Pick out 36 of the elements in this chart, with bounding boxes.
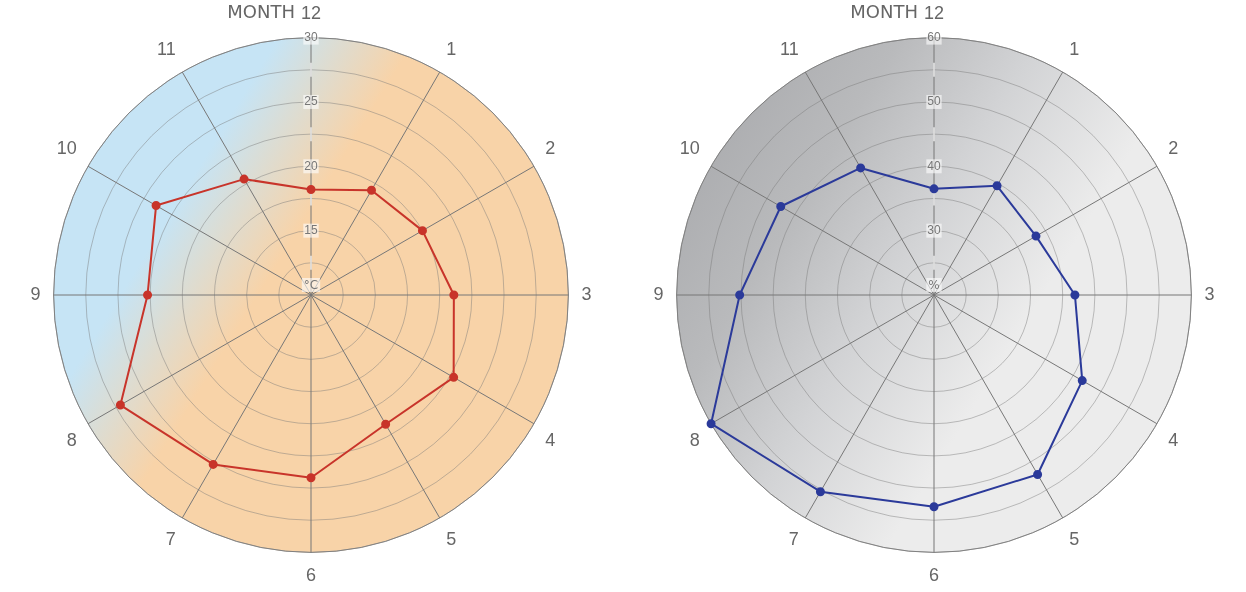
spoke-label: 2: [1168, 137, 1179, 158]
y-tick-label: 50: [927, 94, 941, 109]
spoke-label: 9: [653, 283, 664, 304]
spoke-label: 1: [446, 39, 457, 59]
y-tick-label: 30: [304, 29, 318, 44]
spoke-label: 3: [581, 283, 592, 304]
spoke-label: 11: [157, 39, 176, 59]
spoke-label: 1: [1069, 39, 1080, 59]
y-tick-label: 40: [927, 158, 941, 173]
spoke-label: 2: [545, 137, 556, 158]
spoke-label: 8: [66, 429, 77, 450]
spoke-label: 6: [305, 565, 317, 586]
spoke-label: 12: [923, 2, 945, 23]
y-tick-label: °C: [303, 278, 319, 293]
spoke-label: 10: [679, 137, 700, 158]
y-tick-label: %: [928, 278, 940, 293]
spoke-label: 3: [1204, 283, 1215, 304]
spoke-label: 4: [545, 429, 556, 450]
text: MONTH: [850, 1, 918, 23]
spoke-label: 7: [788, 528, 799, 549]
y-tick-label: 15: [304, 222, 318, 237]
spoke-label: 11: [780, 39, 799, 59]
spoke-label: 5: [446, 528, 457, 549]
spoke-label: 9: [30, 283, 41, 304]
spoke-label: 7: [165, 528, 176, 549]
spoke-label: 4: [1168, 429, 1179, 450]
y-tick-label: 20: [304, 158, 318, 173]
spoke-label: 10: [56, 137, 77, 158]
spoke-label: 8: [689, 429, 700, 450]
y-tick-label: 30: [927, 222, 941, 237]
y-tick-label: 60: [927, 29, 941, 44]
y-tick-label: 25: [304, 94, 318, 109]
spoke-label: 6: [928, 565, 940, 586]
spoke-label: 5: [1069, 528, 1080, 549]
text: MONTH: [227, 1, 295, 23]
spoke-label: 12: [300, 2, 322, 23]
